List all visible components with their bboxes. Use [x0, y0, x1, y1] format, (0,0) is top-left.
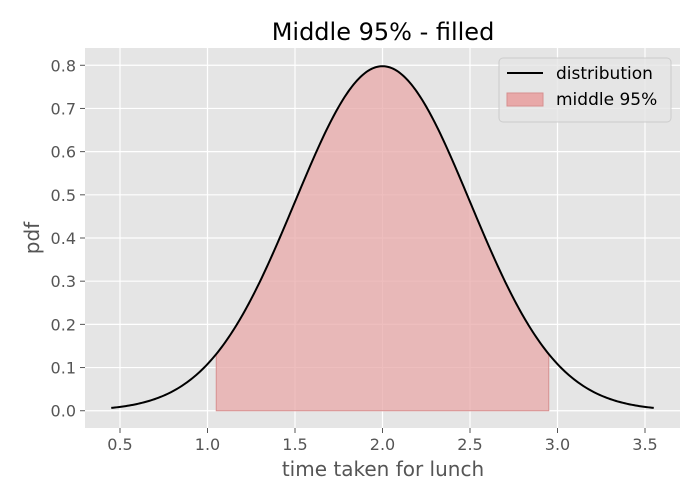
y-tick-label: 0.0	[51, 402, 76, 421]
y-tick-label: 0.1	[51, 359, 76, 378]
y-tick-label: 0.2	[51, 315, 76, 334]
legend-fill-swatch	[506, 92, 544, 107]
x-tick-label: 3.5	[632, 435, 657, 454]
y-tick-label: 0.7	[51, 99, 76, 118]
legend: distribution middle 95%	[498, 57, 672, 123]
chart-title: Middle 95% - filled	[272, 18, 495, 46]
x-tick-label: 1.0	[195, 435, 220, 454]
distribution-line	[111, 65, 654, 409]
y-tick-label: 0.5	[51, 186, 76, 205]
x-tick-label: 0.5	[107, 435, 132, 454]
x-tick-label: 3.0	[545, 435, 570, 454]
x-axis-label: time taken for lunch	[282, 457, 484, 481]
x-tick-label: 2.0	[370, 435, 395, 454]
y-tick-label: 0.4	[51, 229, 76, 248]
y-tick-label: 0.8	[51, 56, 76, 75]
x-tick-label: 2.5	[457, 435, 482, 454]
legend-label-middle-95: middle 95%	[556, 90, 657, 110]
y-axis-ticks: 0.0 0.1 0.2 0.3 0.4 0.5 0.6 0.7 0.8	[51, 56, 85, 421]
y-axis-label: pdf	[20, 221, 44, 254]
x-axis-ticks: 0.5 1.0 1.5 2.0 2.5 3.0 3.5	[107, 428, 658, 454]
line-layer	[111, 65, 654, 409]
y-tick-label: 0.6	[51, 143, 76, 162]
y-tick-label: 0.3	[51, 272, 76, 291]
legend-label-distribution: distribution	[556, 64, 653, 84]
x-tick-label: 1.5	[282, 435, 307, 454]
